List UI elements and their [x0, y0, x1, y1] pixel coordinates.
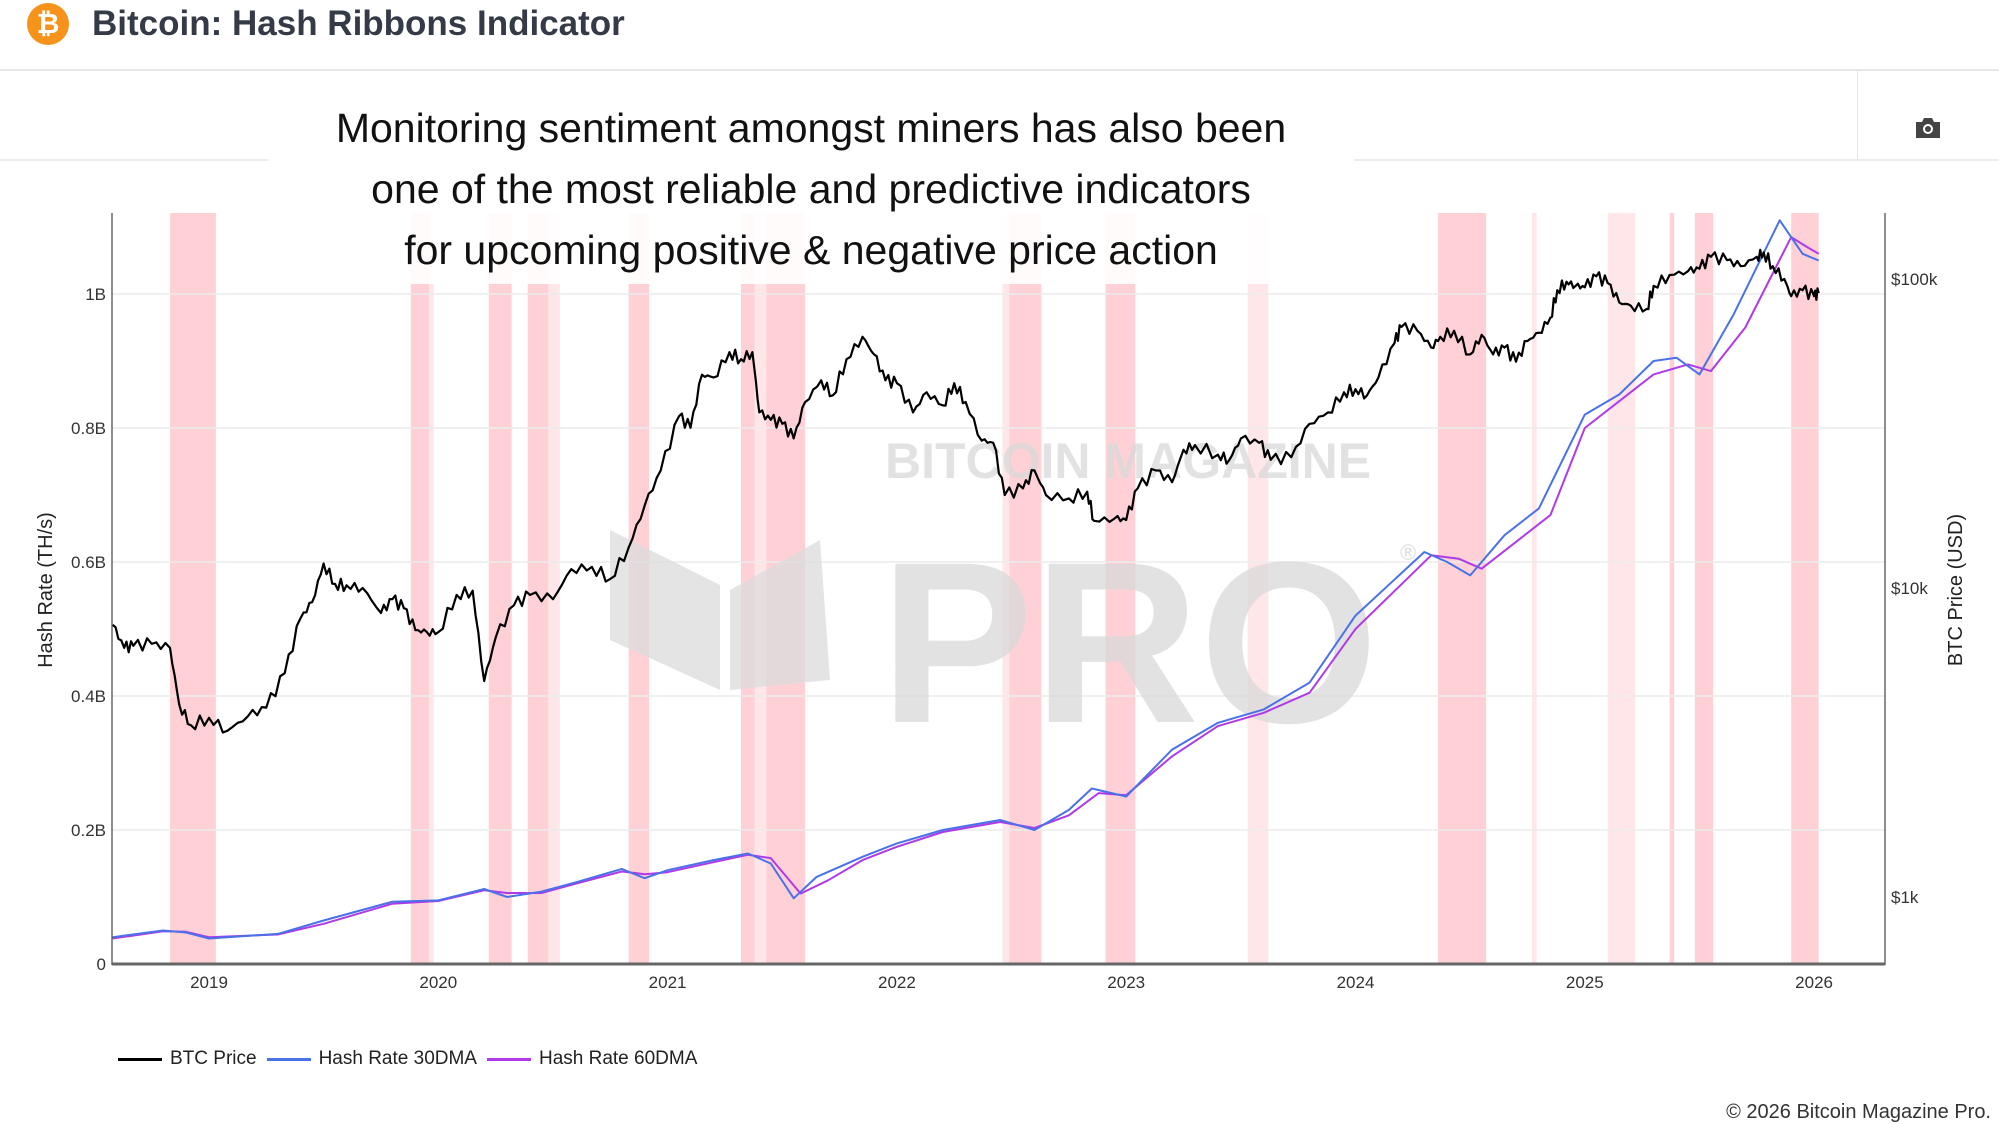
- bitcoin-logo-icon: ₿: [27, 3, 69, 45]
- capitulation-band: [1105, 213, 1136, 964]
- capitulation-band: [1694, 213, 1714, 964]
- header: ₿ Bitcoin: Hash Ribbons Indicator: [0, 0, 1999, 71]
- legend: BTC Price Hash Rate 30DMA Hash Rate 60DM…: [118, 1048, 707, 1070]
- annotation-line-3: for upcoming positive & negative price a…: [404, 227, 1218, 273]
- x-tick-label: 2026: [1795, 973, 1833, 992]
- y-left-tick-label: 0.2B: [71, 821, 106, 840]
- gridlines: [112, 293, 1885, 831]
- y-left-tick-label: 1B: [85, 285, 106, 304]
- page-title: Bitcoin: Hash Ribbons Indicator: [92, 4, 625, 43]
- legend-label: Hash Rate 30DMA: [318, 1048, 477, 1069]
- annotation-text-box: Monitoring sentiment amongst miners has …: [268, 96, 1354, 284]
- x-tick-label: 2022: [878, 973, 916, 992]
- annotation-line-2: one of the most reliable and predictive …: [371, 166, 1251, 212]
- series-lines: [111, 219, 1820, 940]
- x-tick-label: 2021: [649, 973, 687, 992]
- annotation-line-1: Monitoring sentiment amongst miners has …: [335, 105, 1287, 151]
- legend-item-hash-rate-30dma[interactable]: Hash Rate 30DMA: [266, 1048, 477, 1070]
- watermark: BITCOIN MAGAZINE PRO ®: [610, 433, 1416, 771]
- hash-rate-30dma-line: [112, 219, 1820, 940]
- capitulation-band: [1669, 213, 1675, 964]
- capitulation-band: [1009, 213, 1042, 964]
- y-left-tick-label: 0.6B: [71, 553, 106, 572]
- legend-swatch: [118, 1057, 162, 1061]
- capitulation-band: [527, 213, 549, 964]
- legend-label: Hash Rate 60DMA: [538, 1048, 698, 1069]
- capitulation-band: [1002, 213, 1010, 964]
- legend-swatch: [486, 1057, 531, 1061]
- x-tick-label: 2020: [419, 973, 457, 992]
- right-axis-title: BTC Price (USD): [1945, 514, 1967, 666]
- x-tick-label: 2025: [1566, 973, 1604, 992]
- left-axis-title: Hash Rate (TH/s): [35, 512, 57, 668]
- legend-item-hash-rate-60dma[interactable]: Hash Rate 60DMA: [486, 1048, 698, 1070]
- x-tick-label: 2023: [1107, 973, 1145, 992]
- capitulation-band: [429, 213, 434, 964]
- y-right-tick-label: $1k: [1891, 888, 1919, 907]
- legend-item-btc-price[interactable]: BTC Price: [118, 1048, 257, 1070]
- copyright: © 2026 Bitcoin Magazine Pro.: [1726, 1101, 1991, 1123]
- watermark-main-text: PRO: [880, 514, 1378, 771]
- capitulation-band: [1438, 213, 1487, 964]
- watermark-top-text: BITCOIN MAGAZINE: [885, 433, 1371, 489]
- capitulation-band: [1607, 213, 1636, 964]
- x-tick-label: 2024: [1337, 973, 1375, 992]
- capitulation-band: [1247, 213, 1269, 964]
- capitulation-band: [488, 213, 512, 964]
- capitulation-band: [1791, 213, 1819, 964]
- y-right-tick-label: $100k: [1891, 270, 1938, 289]
- capitulation-band: [548, 213, 560, 964]
- legend-label: BTC Price: [170, 1048, 257, 1069]
- capitulation-band: [1532, 213, 1537, 964]
- y-left-tick-label: 0.4B: [71, 687, 106, 706]
- legend-swatch: [266, 1057, 311, 1061]
- toolbar-divider: [1857, 70, 1858, 160]
- watermark-registered-mark: ®: [1400, 540, 1416, 565]
- camera-icon[interactable]: [1914, 116, 1942, 140]
- y-left-tick-label: 0: [97, 955, 106, 974]
- hash-rate-60dma-line: [112, 236, 1820, 940]
- capitulation-band: [410, 213, 430, 964]
- watermark-logo-icon: [610, 530, 830, 690]
- axis-ticks: 0 0.2B 0.4B 0.6B 0.8B 1B $1k $10k $100k 2019 2020 2…: [71, 270, 1938, 992]
- capitulation-band: [170, 213, 216, 964]
- x-tick-label: 2019: [190, 973, 228, 992]
- y-left-tick-label: 0.8B: [71, 419, 106, 438]
- btc-price-line: [111, 248, 1820, 734]
- y-right-tick-label: $10k: [1891, 579, 1928, 598]
